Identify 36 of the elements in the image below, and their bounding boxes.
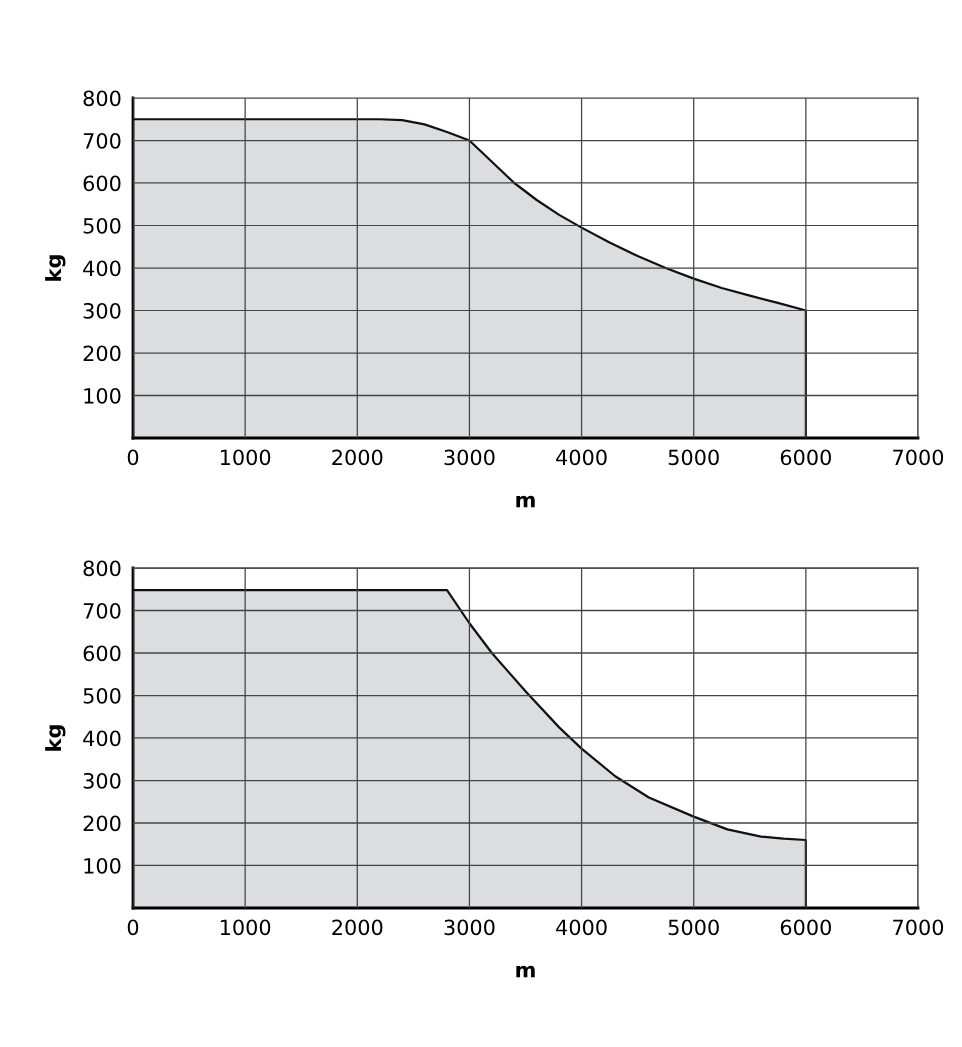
x-tick-label: 4000 (556, 919, 607, 936)
y-tick-label: 100 (84, 387, 121, 404)
y-axis-title: kg (45, 255, 66, 281)
x-tick-label: 7000 (893, 449, 944, 466)
y-tick-label: 200 (83, 345, 121, 362)
x-tick-label: 4000 (556, 449, 607, 466)
y-tick-label: 300 (83, 302, 121, 319)
y-tick-label: 100 (84, 857, 121, 874)
x-tick-label: 5000 (668, 919, 719, 936)
x-tick-label: 3000 (444, 449, 495, 466)
y-tick-label: 400 (83, 260, 121, 277)
x-tick-label: 3000 (444, 919, 495, 936)
y-tick-label: 700 (83, 602, 121, 619)
y-tick-label: 200 (83, 815, 121, 832)
x-axis-title: m (516, 495, 535, 508)
x-tick-label: 2000 (332, 919, 383, 936)
x-tick-label: 7000 (893, 919, 944, 936)
x-tick-label: 5000 (668, 449, 719, 466)
y-tick-label: 800 (83, 90, 121, 107)
y-tick-label: 300 (83, 772, 121, 789)
y-tick-label: 600 (83, 645, 121, 662)
x-tick-label: 6000 (780, 449, 831, 466)
x-tick-label: 0 (127, 449, 139, 466)
x-tick-label: 1000 (220, 919, 271, 936)
y-tick-label: 500 (83, 217, 121, 234)
y-tick-label: 700 (83, 132, 121, 149)
y-tick-label: 400 (83, 730, 121, 747)
x-axis-title: m (516, 965, 535, 978)
y-tick-label: 800 (83, 560, 121, 577)
y-tick-label: 600 (83, 175, 121, 192)
x-tick-label: 2000 (332, 449, 383, 466)
y-tick-label: 500 (83, 687, 121, 704)
y-axis-title: kg (45, 725, 66, 751)
x-tick-label: 6000 (780, 919, 831, 936)
x-tick-label: 1000 (220, 449, 271, 466)
x-tick-label: 0 (127, 919, 139, 936)
